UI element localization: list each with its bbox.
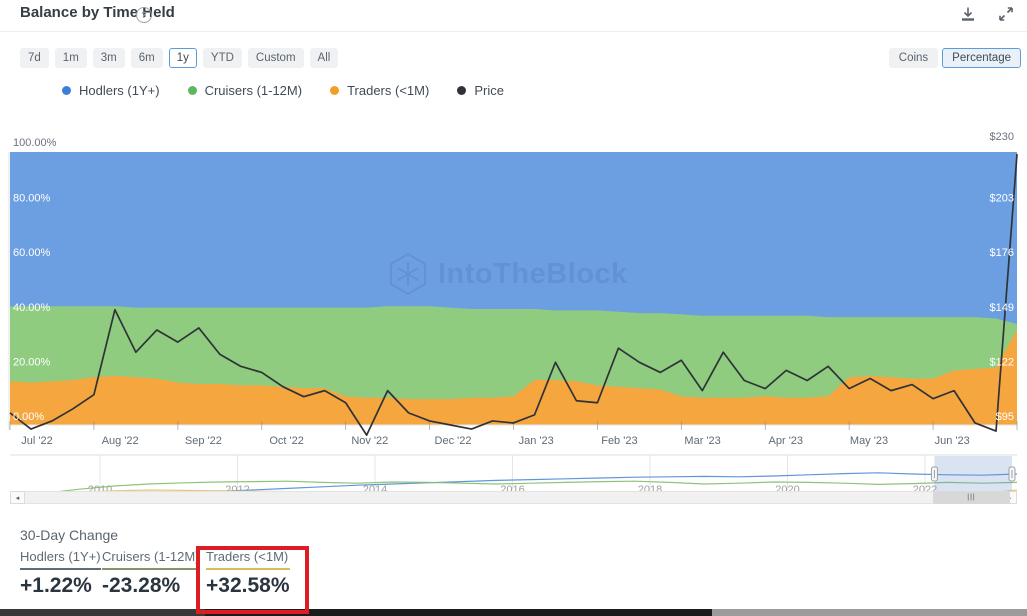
x-axis-label: Feb '23 xyxy=(601,435,637,447)
progress-segment xyxy=(205,609,712,616)
legend-dot-icon xyxy=(330,86,340,95)
change-item-traders: Traders (<1M) +32.58% xyxy=(206,549,290,598)
scroll-left-button[interactable]: ◂ xyxy=(10,491,25,504)
scrollbar-track[interactable] xyxy=(25,491,1002,504)
legend-label: Hodlers (1Y+) xyxy=(79,83,160,98)
change-item-label: Traders (<1M) xyxy=(206,549,289,564)
traders-area xyxy=(10,329,1017,425)
y-axis-left-label: 20.00% xyxy=(13,356,51,368)
nav-handle-right[interactable] xyxy=(1008,466,1016,482)
y-axis-left-label: 40.00% xyxy=(13,302,51,314)
range-button-7d[interactable]: 7d xyxy=(20,48,49,68)
y-axis-right-label: $122 xyxy=(990,356,1014,368)
legend-item[interactable]: Price xyxy=(457,83,504,98)
change-item-value: -23.28% xyxy=(102,574,181,597)
y-axis-left-label: 80.00% xyxy=(13,193,51,205)
download-icon[interactable] xyxy=(959,5,977,23)
change-item-underline xyxy=(206,568,290,570)
change-item-value: +32.58% xyxy=(206,574,290,597)
y-axis-right-label: $95 xyxy=(996,411,1014,423)
nav-handle-left[interactable] xyxy=(930,466,938,482)
y-axis-right-label: $230 xyxy=(990,131,1014,143)
range-button-6m[interactable]: 6m xyxy=(130,48,163,68)
scrollbar-thumb[interactable]: ||| xyxy=(933,491,1010,504)
navigator-series-line xyxy=(9,480,1018,498)
header-actions xyxy=(959,5,1015,23)
range-button-1y[interactable]: 1y xyxy=(168,48,197,68)
change-item-value: +1.22% xyxy=(20,574,92,597)
change-item-underline xyxy=(102,568,200,570)
legend-dot-icon xyxy=(187,86,197,95)
legend-item[interactable]: Hodlers (1Y+) xyxy=(62,83,160,98)
x-axis-label: Nov '22 xyxy=(351,435,388,447)
range-button-ytd[interactable]: YTD xyxy=(202,48,242,68)
y-axis-right-label: $203 xyxy=(990,193,1014,205)
unit-button-coins[interactable]: Coins xyxy=(888,48,939,68)
expand-icon[interactable] xyxy=(997,5,1015,23)
navigator-scrollbar: ◂ ▸ ||| xyxy=(10,491,1017,504)
x-axis-label: Mar '23 xyxy=(684,435,720,447)
x-axis-label: Jun '23 xyxy=(935,435,970,447)
range-button-all[interactable]: All xyxy=(309,48,339,68)
legend: Hodlers (1Y+) Cruisers (1-12M) Traders (<1… xyxy=(62,83,504,98)
x-axis-label: Sep '22 xyxy=(185,435,222,447)
y-axis-right-label: $176 xyxy=(990,247,1014,259)
change-item-underline xyxy=(20,568,101,570)
main-chart: Jul '22 Aug '22 Sep '22 Oct '22 Nov '22 Dec '… xyxy=(8,131,1018,447)
y-axis-right-label: $149 xyxy=(990,302,1014,314)
legend-dot-icon xyxy=(457,86,467,95)
price-line xyxy=(9,153,1018,436)
y-axis-left-label: 100.00% xyxy=(13,137,57,149)
x-axis-label: Oct '22 xyxy=(269,435,304,447)
legend-dot-icon xyxy=(62,86,71,95)
range-button-3m[interactable]: 3m xyxy=(92,48,125,68)
x-axis-label: Jul '22 xyxy=(21,435,52,447)
change-panel-title: 30-Day Change xyxy=(20,527,119,543)
unit-toggle: Coins Percentage xyxy=(888,48,1021,68)
x-axis-label: Jan '23 xyxy=(519,435,554,447)
progress-segment xyxy=(0,609,205,616)
change-item-label: Cruisers (1-12M) xyxy=(102,549,200,564)
y-axis-left-label: 60.00% xyxy=(13,247,51,259)
progress-segment xyxy=(712,609,1027,616)
legend-label: Price xyxy=(474,83,504,98)
legend-label: Cruisers (1-12M) xyxy=(204,83,303,98)
unit-button-percentage[interactable]: Percentage xyxy=(942,48,1021,68)
bottom-progress-bar xyxy=(0,609,1027,616)
navigator-selection[interactable] xyxy=(934,456,1012,496)
change-item-cruisers: Cruisers (1-12M) -23.28% xyxy=(102,549,200,598)
range-buttons: 7d 1m 3m 6m 1y YTD Custom All xyxy=(20,48,339,68)
legend-item[interactable]: Cruisers (1-12M) xyxy=(187,83,303,98)
range-button-1m[interactable]: 1m xyxy=(54,48,87,68)
range-button-custom[interactable]: Custom xyxy=(247,48,304,68)
y-axis-left-label: 0.00% xyxy=(13,411,44,423)
x-axis-label: Dec '22 xyxy=(435,435,472,447)
legend-item[interactable]: Traders (<1M) xyxy=(330,83,429,98)
x-axis-label: Aug '22 xyxy=(102,435,139,447)
x-axis-label: Apr '23 xyxy=(769,435,804,447)
change-item-label: Hodlers (1Y+) xyxy=(20,549,101,564)
help-icon[interactable]: ? xyxy=(136,7,152,23)
x-axis-label: May '23 xyxy=(850,435,888,447)
header-divider xyxy=(0,31,1027,32)
change-item-hodlers: Hodlers (1Y+) +1.22% xyxy=(20,549,101,598)
legend-label: Traders (<1M) xyxy=(347,83,430,98)
